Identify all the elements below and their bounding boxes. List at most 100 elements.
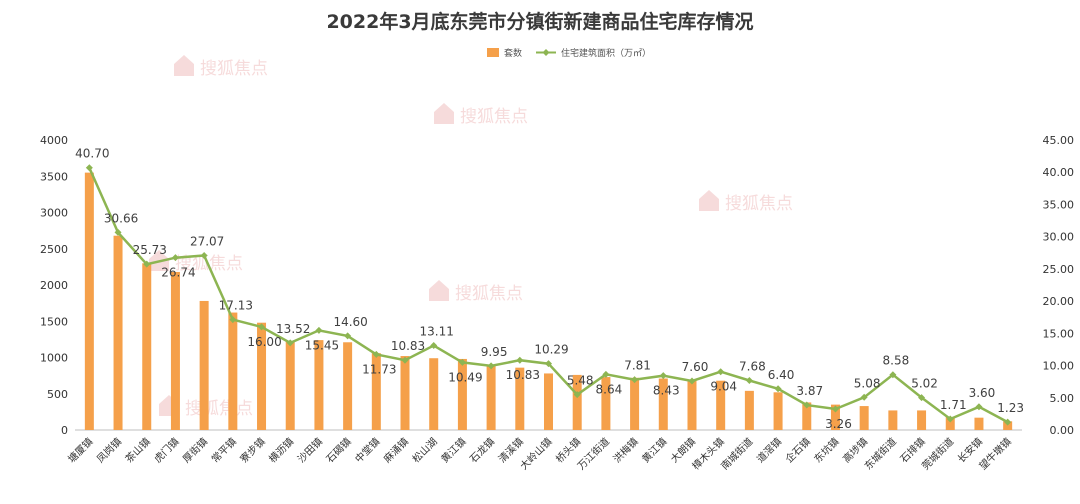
bar [802, 402, 812, 430]
x-tick-label: 道滘镇 [754, 435, 784, 465]
bar [773, 392, 783, 430]
data-label: 7.60 [682, 360, 709, 374]
line-point [430, 342, 438, 350]
data-label: 1.71 [940, 398, 967, 412]
data-label: 9.04 [710, 380, 737, 394]
bar [113, 235, 123, 430]
right-axis: 0.00 5.00 10.00 15.00 20.00 25.00 30.00 35.00 40… [1043, 134, 1075, 437]
data-label: 5.02 [911, 377, 938, 391]
x-tick-label: 虎门镇 [151, 435, 181, 465]
data-label: 15.45 [305, 338, 339, 352]
bar [658, 378, 668, 430]
bar [285, 340, 295, 430]
bar [400, 356, 410, 430]
bar [859, 406, 869, 430]
legend: 套数 住宅建筑面积（万㎡） [487, 47, 651, 59]
legend-bar-swatch [487, 48, 499, 57]
x-tick-label: 茶山镇 [122, 435, 152, 465]
line-point [200, 252, 208, 260]
left-tick-label: 500 [47, 388, 68, 401]
watermark-text: 搜狐焦点 [725, 194, 793, 214]
bar [228, 312, 238, 430]
line-point [315, 326, 323, 334]
data-label: 7.68 [739, 360, 766, 374]
watermark-logo-icon [699, 190, 719, 211]
bar [257, 322, 267, 430]
line-point [831, 405, 839, 413]
bar [170, 271, 180, 430]
x-tick-label: 南城街道 [718, 435, 755, 472]
line-point [573, 391, 581, 399]
bars [84, 172, 1013, 430]
line-point [860, 393, 868, 401]
x-tick-label: 石龙镇 [467, 435, 497, 465]
legend-line-marker [542, 49, 550, 56]
data-label: 6.40 [768, 368, 795, 382]
line-point [487, 362, 495, 370]
data-label: 9.95 [481, 345, 508, 359]
right-tick-label: 20.00 [1043, 295, 1075, 308]
bar [572, 374, 582, 430]
data-label: 11.73 [362, 362, 396, 376]
data-label: 27.07 [190, 235, 224, 249]
data-label: 3.60 [969, 386, 996, 400]
watermark-logo-icon [434, 103, 454, 124]
left-axis: 0 500 1000 1500 2000 2500 3000 3500 4000 [40, 134, 68, 437]
x-tick-label: 石碣镇 [323, 435, 353, 465]
data-label: 10.49 [448, 370, 482, 384]
line-point [659, 372, 667, 380]
bar [888, 410, 898, 430]
data-label: 17.13 [219, 299, 253, 313]
data-label: 7.81 [624, 359, 651, 373]
right-tick-label: 30.00 [1043, 231, 1075, 244]
x-tick-label: 凤岗镇 [94, 435, 124, 465]
line-point [717, 368, 725, 376]
right-tick-label: 10.00 [1043, 360, 1075, 373]
right-tick-label: 15.00 [1043, 327, 1075, 340]
data-label: 40.70 [75, 147, 109, 161]
left-tick-label: 2500 [40, 243, 68, 256]
line-point [401, 356, 409, 364]
bar [1003, 421, 1013, 430]
bar [917, 410, 927, 430]
x-tick-label: 东坑镇 [811, 435, 841, 465]
x-tick-label: 厚街镇 [180, 435, 210, 465]
x-tick-label: 望牛墩镇 [976, 435, 1013, 472]
x-tick-label: 横沥镇 [266, 435, 296, 465]
x-tick-label: 麻涌镇 [381, 435, 411, 465]
x-tick-label: 黄江镇 [438, 435, 468, 465]
data-labels: 40.70 30.66 25.73 26.74 27.07 17.13 16.0013.52… [75, 147, 1024, 431]
watermark-text: 搜狐焦点 [185, 399, 253, 419]
line-point [171, 254, 179, 262]
left-tick-label: 3000 [40, 207, 68, 220]
data-label: 8.43 [653, 384, 680, 398]
line-point [803, 401, 811, 409]
bar [544, 373, 553, 430]
line-point [774, 385, 782, 393]
bar [716, 380, 726, 430]
watermark: 搜狐焦点 [699, 190, 793, 214]
line-point [85, 164, 93, 172]
bar [371, 353, 381, 430]
data-label: 14.60 [333, 315, 367, 329]
watermark-logo-icon [174, 55, 194, 76]
line-series [85, 164, 1012, 426]
x-tick-label: 沙田镇 [295, 435, 325, 465]
line-point [258, 323, 266, 331]
left-tick-label: 3500 [40, 170, 68, 183]
right-tick-label: 35.00 [1043, 198, 1075, 211]
line-point [372, 350, 380, 358]
line-point [688, 377, 696, 385]
data-label: 13.11 [420, 325, 454, 339]
line-point [114, 228, 122, 236]
data-label: 1.23 [997, 401, 1024, 415]
line-point [458, 358, 466, 366]
data-label: 8.64 [596, 382, 623, 396]
watermark-text: 搜狐焦点 [200, 59, 268, 79]
data-label: 8.58 [883, 354, 910, 368]
line-point [1004, 418, 1012, 426]
left-tick-label: 0 [61, 424, 68, 437]
line-point [918, 394, 926, 402]
